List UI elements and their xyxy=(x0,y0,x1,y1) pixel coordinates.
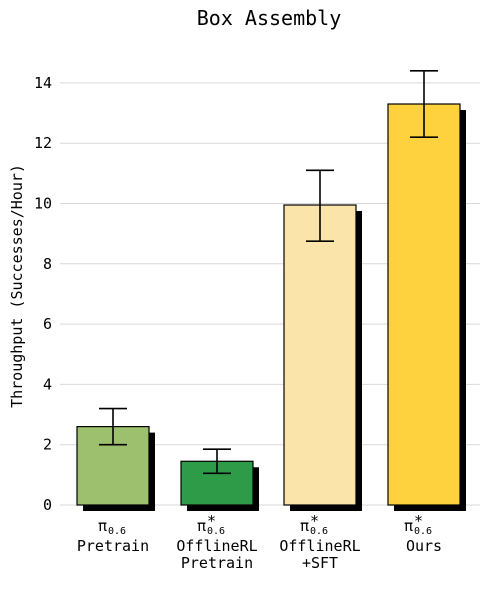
superscript-star: * xyxy=(207,512,216,530)
bar xyxy=(387,103,461,506)
y-tick-label: 0 xyxy=(43,496,52,514)
category-name: OfflineRL xyxy=(176,537,257,555)
y-tick-label: 14 xyxy=(34,74,52,92)
superscript-star: * xyxy=(414,512,423,530)
bars xyxy=(76,103,466,511)
y-tick-label: 6 xyxy=(43,315,52,333)
subscript: 0.6 xyxy=(207,526,225,537)
y-tick-label: 10 xyxy=(34,195,52,213)
category-name: +SFT xyxy=(302,554,338,572)
error-bars xyxy=(99,70,438,475)
y-tick-label: 12 xyxy=(34,134,52,152)
chart-title: Box Assembly xyxy=(197,6,342,30)
category-name: Ours xyxy=(406,537,442,555)
subscript: 0.6 xyxy=(108,526,126,537)
subscript: 0.6 xyxy=(310,526,328,537)
superscript-star: * xyxy=(310,512,319,530)
category-name: Pretrain xyxy=(77,537,149,555)
y-tick-label: 2 xyxy=(43,436,52,454)
subscript: 0.6 xyxy=(414,526,432,537)
y-tick-label: 8 xyxy=(43,255,52,273)
bar xyxy=(283,204,357,506)
pi-symbol: π xyxy=(98,517,107,535)
pi-symbol: π xyxy=(300,517,309,535)
y-tick-label: 4 xyxy=(43,375,52,393)
pi-symbol: π xyxy=(197,517,206,535)
y-axis-label: Throughput (Successes/Hour) xyxy=(8,164,26,408)
category-name: Pretrain xyxy=(181,554,253,572)
category-name: OfflineRL xyxy=(279,537,360,555)
pi-symbol: π xyxy=(404,517,413,535)
y-axis-ticks: 0 2 4 6 8 10 12 14 xyxy=(34,74,52,514)
grid-lines xyxy=(60,82,480,506)
